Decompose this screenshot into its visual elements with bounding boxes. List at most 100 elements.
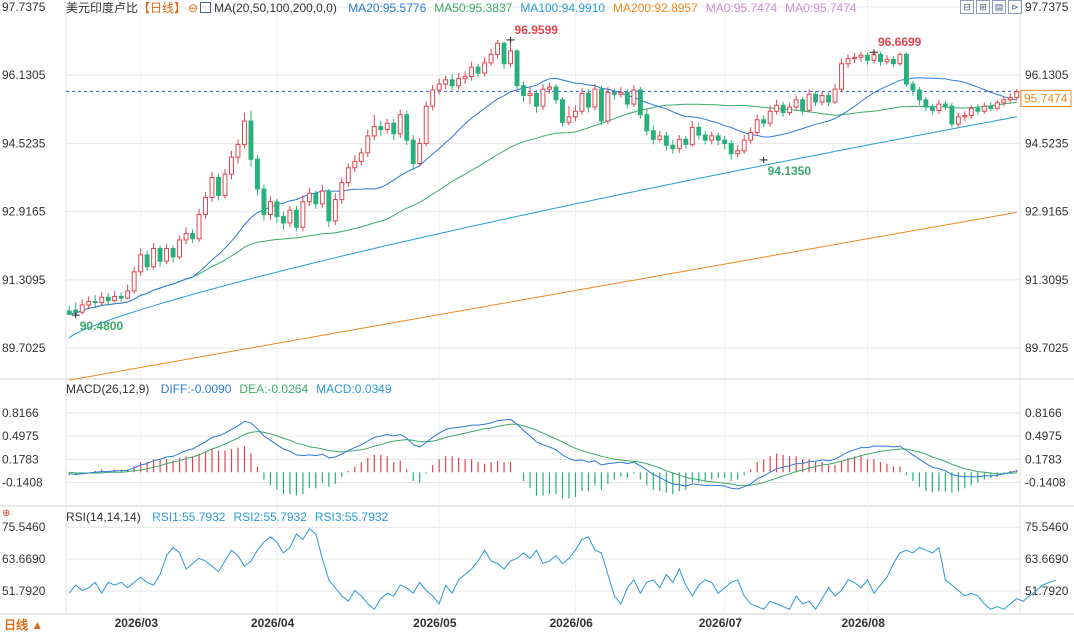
rsi-legend: RSI(14,14,14) RSI1:55.7932 RSI2:55.7932 RS… [66, 510, 404, 524]
candle-body [209, 177, 215, 198]
candle-body [417, 143, 423, 165]
x-tick-label: 2026/07 [699, 616, 743, 630]
candle-body [826, 95, 831, 103]
candle-body [780, 104, 786, 114]
candle-body [151, 247, 157, 268]
layout-icon[interactable]: ▤ [992, 0, 1006, 14]
price-tick-label-left: 89.7025 [2, 341, 46, 355]
candle-body [598, 88, 604, 122]
candle-body [196, 213, 202, 240]
candle-body [105, 296, 111, 302]
candle-body [534, 92, 539, 107]
macd-tick-label-right: 0.1783 [1025, 452, 1062, 466]
x-tick-label: 2026/06 [549, 616, 593, 630]
macd-tick-label-left: -0.1408 [2, 476, 43, 490]
candle-body [306, 192, 312, 203]
candle-body [1014, 91, 1020, 99]
candle-body [585, 92, 591, 108]
rsi-values: RSI1:55.7932 RSI2:55.7932 RSI3:55.7932 [152, 510, 396, 524]
indicator-toggle-icon[interactable]: ⊖ [188, 1, 199, 15]
candle-body [443, 79, 449, 85]
macd-values: DIFF:-0.0090 DEA:-0.0264 MACD:0.0349 [161, 382, 400, 396]
candle-body [728, 143, 734, 155]
candle-body [242, 120, 247, 145]
candle-body [897, 53, 903, 65]
candle-body [125, 290, 131, 299]
candle-body [929, 106, 935, 111]
candle-body [345, 167, 351, 184]
ma200-line [69, 211, 1017, 381]
candle-body [144, 254, 150, 268]
candle-body [936, 103, 942, 111]
macd-value-2: MACD:0.0349 [316, 382, 392, 396]
candle-body [832, 88, 838, 103]
candle-body [540, 88, 546, 107]
candle-body [475, 66, 481, 74]
candle-body [99, 296, 105, 303]
candle-body [514, 50, 520, 87]
price-tick-label-left: 97.7375 [2, 0, 46, 14]
macd-tick-label-left: 0.8166 [2, 406, 39, 420]
candle-body [813, 93, 819, 103]
rsi-value-0: RSI1:55.7932 [152, 510, 226, 524]
x-tick-label: 2026/04 [251, 616, 295, 630]
period-label[interactable]: 【日线】 [138, 1, 187, 15]
x-tick-label: 2026/05 [413, 616, 457, 630]
crosshair-icon[interactable]: ⊕ [2, 508, 11, 519]
candle-body [255, 158, 260, 190]
x-tick-label: 2026/03 [115, 616, 159, 630]
candle-body [326, 190, 332, 222]
candle-body [942, 103, 948, 107]
candle-body [955, 116, 961, 125]
candle-body [592, 88, 598, 108]
candle-body [274, 201, 280, 218]
candle-body [404, 114, 410, 141]
candle-body [391, 122, 397, 135]
candle-body [858, 54, 864, 58]
zoom-out-icon[interactable]: ⊟ [960, 0, 974, 14]
price-tick-label-right: 97.7375 [1025, 0, 1069, 14]
macd-value-0: DIFF:-0.0090 [160, 382, 232, 396]
candle-body [527, 92, 533, 97]
candle-body [553, 86, 559, 101]
candle-body [222, 173, 228, 196]
candle-body [566, 116, 572, 123]
candle-body [761, 119, 767, 124]
price-legend: 美元印度卢比【日线】 ⊖ MA(20,50,100,200,0,0) MA20:95… [66, 1, 873, 15]
candle-body [358, 152, 364, 162]
candle-body [605, 92, 611, 122]
candle-body [871, 53, 877, 61]
rsi-tick-label-left: 75.5460 [2, 520, 46, 534]
rsi-tick-label-right: 51.7920 [1025, 584, 1069, 598]
candle-body [164, 247, 170, 262]
price-tick-label-left: 91.3095 [2, 273, 46, 287]
candle-body [384, 122, 390, 131]
macd-tick-label-left: 0.4975 [2, 429, 39, 443]
candle-body [131, 271, 137, 292]
zoom-in-icon[interactable]: ⊞ [976, 0, 990, 14]
price-tick-label-right: 94.5235 [1025, 136, 1069, 150]
candle-body [579, 92, 585, 112]
candle-body [975, 107, 981, 112]
candle-body [501, 42, 507, 65]
macd-tick-label-right: -0.1408 [1025, 476, 1066, 490]
candle-body [981, 105, 987, 112]
candle-body [86, 301, 92, 306]
candle-body [845, 58, 851, 65]
current-price-box [1020, 89, 1072, 107]
candle-body [495, 42, 501, 55]
candle-body [79, 304, 85, 313]
candle-body [916, 89, 922, 101]
candle-body [637, 89, 643, 116]
candle-body [397, 114, 403, 135]
ma-value-1: MA50:95.3837 [434, 1, 513, 15]
period-button[interactable]: 日线 ▲ [4, 618, 44, 632]
candle-body [988, 105, 994, 109]
candle-body [138, 254, 144, 273]
rsi-tick-label-right: 75.5460 [1025, 520, 1069, 534]
forward-icon[interactable]: ⊳ [1008, 0, 1022, 14]
candle-body [469, 66, 475, 77]
ma20-line [69, 77, 1017, 315]
extreme-label: 90.4800 [80, 319, 124, 333]
candle-body [949, 105, 955, 125]
